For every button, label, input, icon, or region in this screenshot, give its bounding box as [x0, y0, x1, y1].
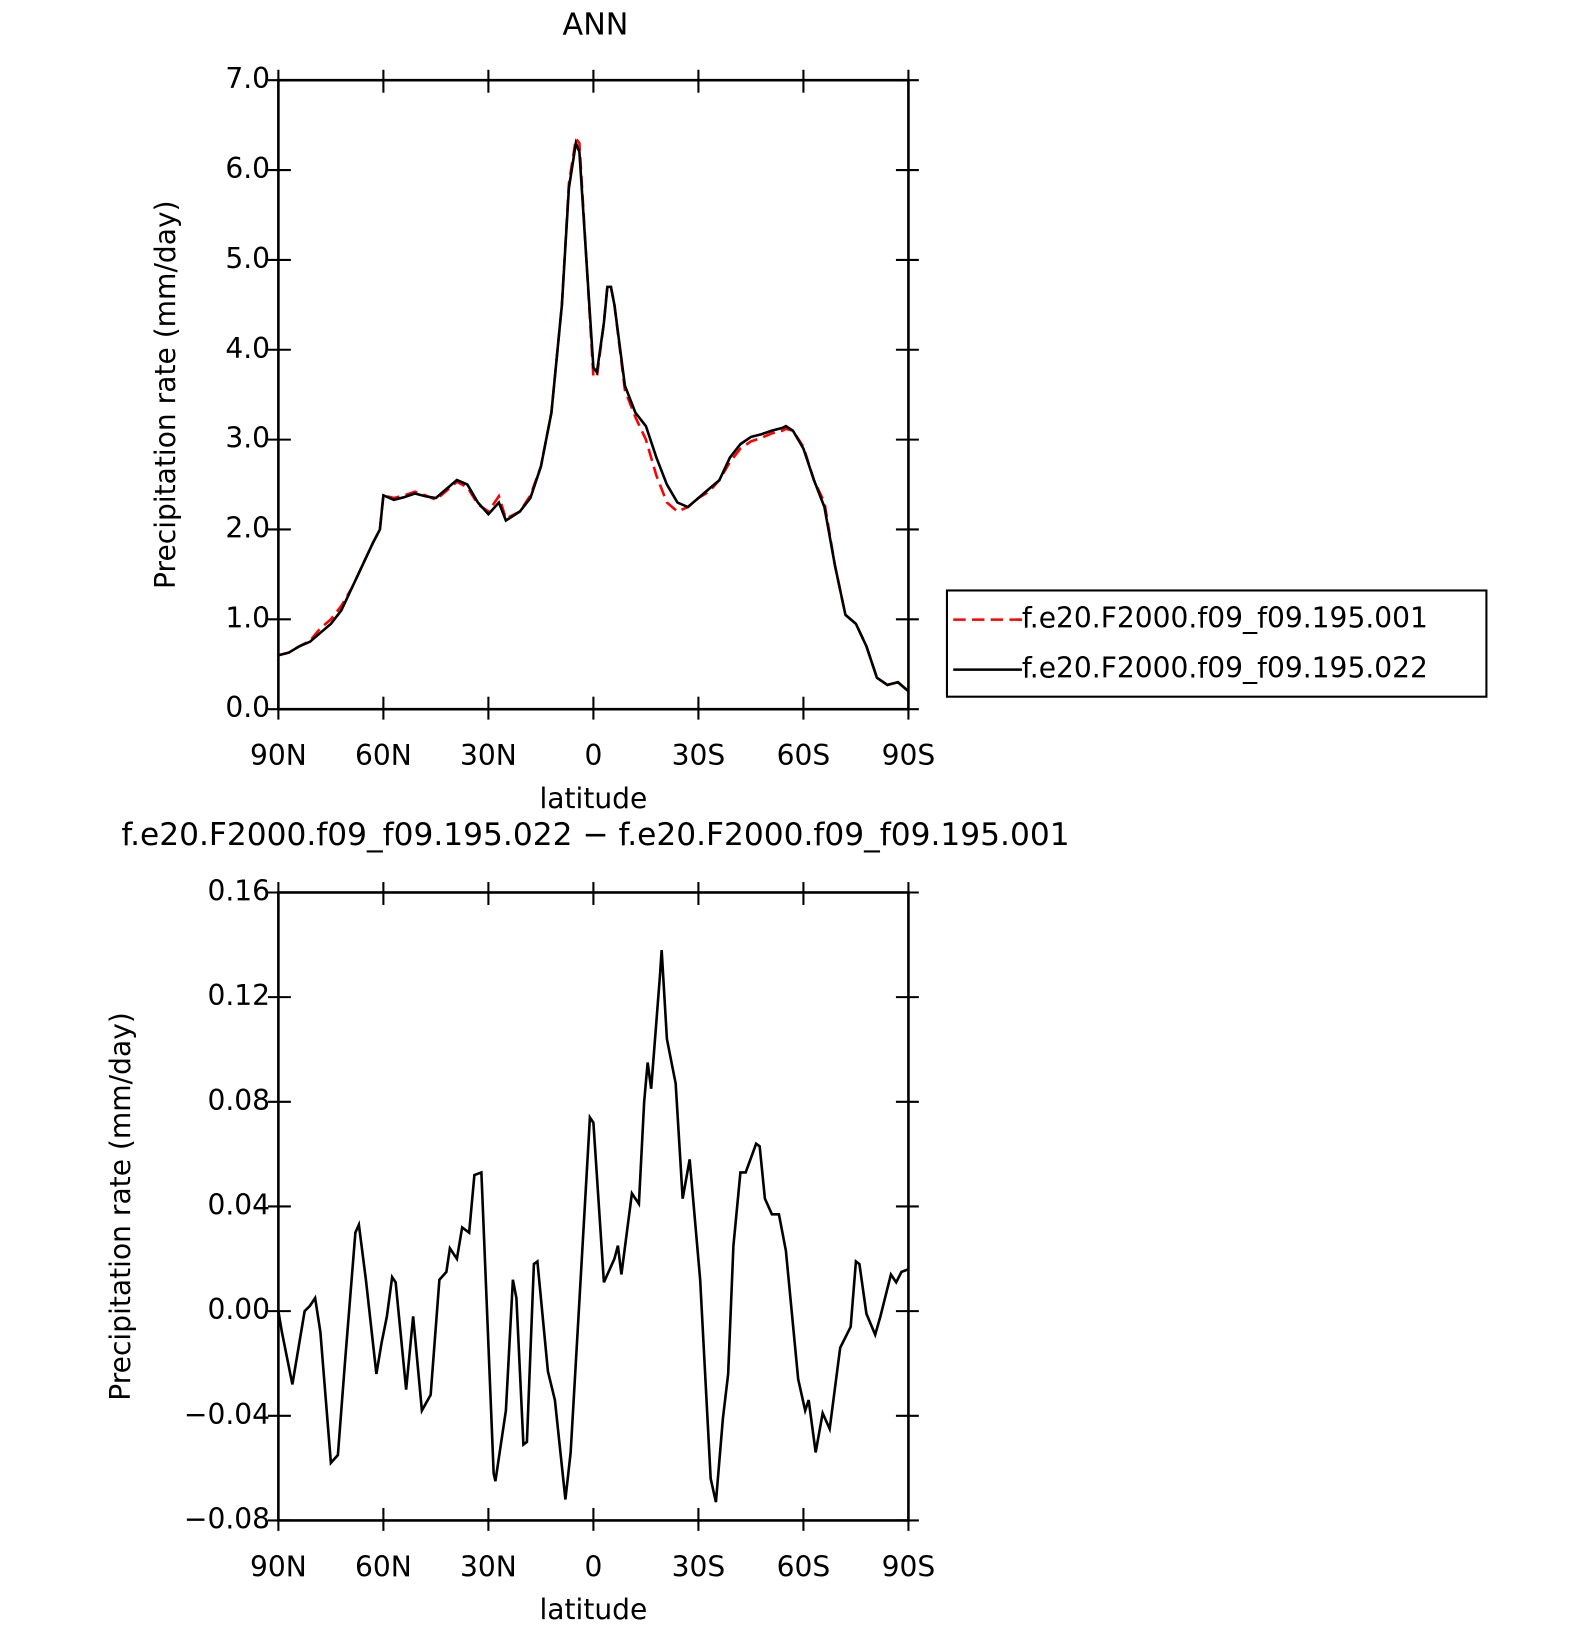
x-tick-label: 30S [672, 739, 726, 772]
chart-title: f.e20.F2000.f09_f09.195.022 − f.e20.F200… [121, 817, 1069, 853]
y-tick-label: 2.0 [225, 511, 270, 544]
x-tick-label: 60S [777, 739, 831, 772]
legend-label: f.e20.F2000.f09_f09.195.022 [1022, 652, 1428, 685]
y-tick-label: 4.0 [225, 332, 270, 365]
y-tick-label: −0.08 [184, 1502, 270, 1535]
x-axis-label: latitude [539, 1593, 647, 1626]
x-tick-label: 0 [584, 1550, 602, 1583]
legend-box [945, 589, 1488, 698]
y-tick-label: 0.16 [207, 874, 270, 907]
plot-frame [277, 891, 910, 1522]
y-tick-label: 5.0 [225, 242, 270, 275]
x-tick-label: 60N [355, 1550, 412, 1583]
x-tick-label: 90N [250, 739, 307, 772]
y-tick-label: 0.00 [207, 1293, 270, 1326]
x-tick-label: 30S [672, 1550, 726, 1583]
y-tick-label: 6.0 [225, 152, 270, 185]
x-axis-label: latitude [539, 782, 647, 815]
data-line [278, 138, 910, 693]
x-tick-label: 60N [355, 739, 412, 772]
x-tick-label: 30N [460, 1550, 517, 1583]
y-axis-label: Precipitation rate (mm/day) [149, 200, 182, 589]
x-tick-label: 90S [882, 739, 936, 772]
chart-title: ANN [563, 8, 629, 43]
data-line [277, 949, 909, 1503]
y-tick-label: 0.0 [225, 691, 270, 724]
y-tick-label: −0.04 [184, 1398, 270, 1431]
x-tick-label: 30N [460, 739, 517, 772]
x-tick-label: 90N [250, 1550, 307, 1583]
data-line [278, 135, 910, 693]
y-tick-label: 0.04 [207, 1188, 270, 1221]
y-tick-label: 7.0 [225, 62, 270, 95]
x-tick-label: 0 [584, 739, 602, 772]
y-tick-label: 0.12 [207, 979, 270, 1012]
y-tick-label: 0.08 [207, 1084, 270, 1117]
y-axis-label: Precipitation rate (mm/day) [104, 1012, 137, 1401]
x-tick-label: 90S [882, 1550, 936, 1583]
legend-label: f.e20.F2000.f09_f09.195.001 [1022, 602, 1428, 635]
y-tick-label: 3.0 [225, 422, 270, 455]
plot-frame [277, 78, 910, 711]
x-tick-label: 60S [777, 1550, 831, 1583]
y-tick-label: 1.0 [225, 601, 270, 634]
